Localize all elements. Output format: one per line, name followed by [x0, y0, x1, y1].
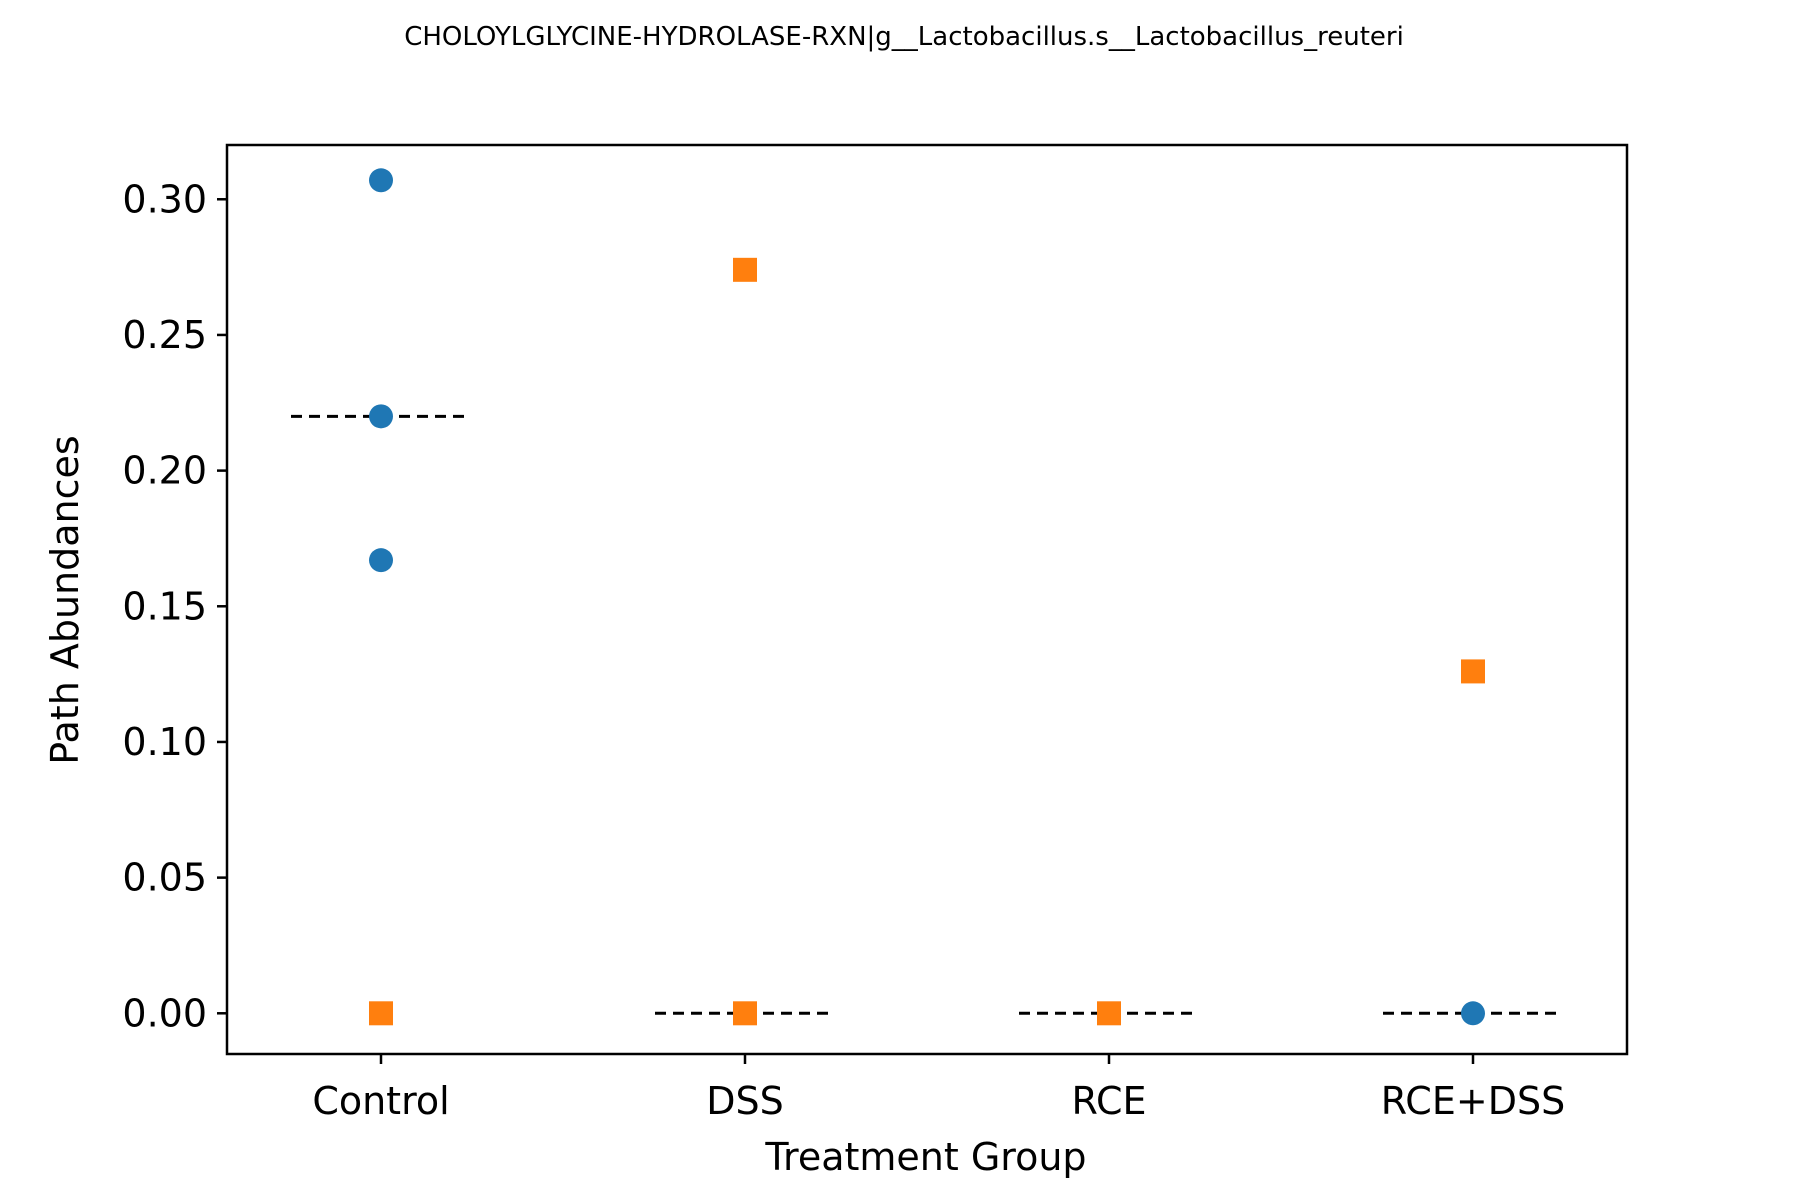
y-axis-label: Path Abundances	[43, 435, 87, 764]
y-tick-label: 0.15	[122, 584, 207, 628]
x-tick-label: RCE	[1071, 1079, 1146, 1123]
data-point-square	[733, 1001, 757, 1026]
x-axis-label: Treatment Group	[764, 1135, 1086, 1179]
data-point-square	[1097, 1001, 1121, 1026]
data-point-square	[1461, 659, 1485, 684]
x-tick-label: DSS	[706, 1079, 784, 1123]
data-point-circle	[369, 548, 393, 573]
y-tick-label: 0.20	[122, 449, 207, 493]
y-tick-label: 0.00	[122, 991, 207, 1035]
data-point-circle	[369, 168, 393, 193]
data-point-circle	[1461, 1001, 1485, 1026]
x-tick-label: RCE+DSS	[1381, 1079, 1565, 1123]
x-axis-ticks: Control DSS RCE RCE+DSS	[312, 1054, 1565, 1123]
data-point-square	[733, 257, 757, 282]
data-point-square	[369, 1001, 393, 1026]
median-lines	[291, 414, 1563, 1015]
x-tick-label: Control	[312, 1079, 449, 1123]
y-tick-label: 0.30	[122, 177, 207, 221]
y-tick-label: 0.10	[122, 720, 207, 764]
data-point-circle	[369, 404, 393, 429]
y-axis-ticks: 0.00 0.05 0.10 0.15 0.20 0.25 0.30	[122, 177, 227, 1035]
y-tick-label: 0.25	[122, 313, 207, 357]
data-points	[369, 168, 1485, 1026]
chart-title: CHOLOYLGLYCINE-HYDROLASE-RXN|g__Lactobac…	[404, 22, 1404, 52]
y-tick-label: 0.05	[122, 856, 207, 900]
plot-frame	[225, 143, 1629, 1056]
